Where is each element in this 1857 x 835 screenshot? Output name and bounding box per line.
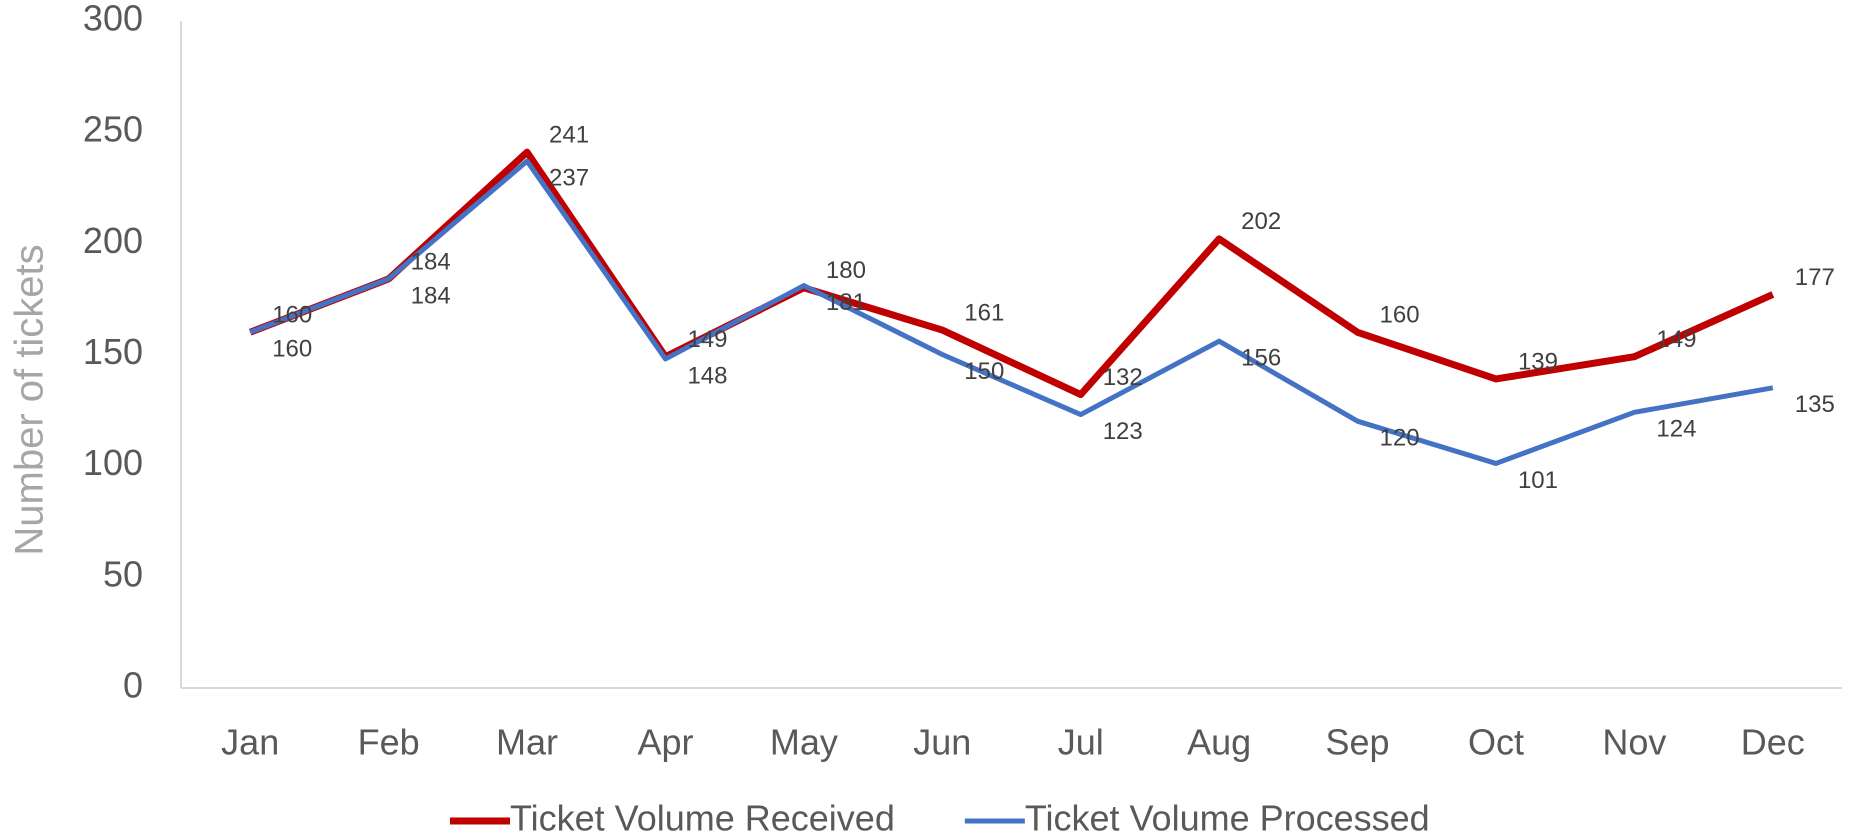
y-tick-label: 300 [83, 0, 143, 39]
data-label: 149 [687, 326, 727, 353]
data-label: 132 [1103, 364, 1143, 391]
x-tick-label: Dec [1741, 722, 1805, 763]
data-label: 184 [411, 282, 451, 309]
y-tick-label: 250 [83, 109, 143, 150]
data-label: 101 [1518, 467, 1558, 494]
data-label: 139 [1518, 348, 1558, 375]
data-label: 150 [964, 358, 1004, 385]
data-label: 149 [1656, 326, 1696, 353]
legend-label: Ticket Volume Processed [1025, 798, 1430, 835]
data-label: 161 [964, 299, 1004, 326]
data-label: 202 [1241, 208, 1281, 235]
y-tick-label: 0 [123, 665, 143, 706]
data-label: 177 [1795, 264, 1835, 291]
data-label: 120 [1380, 425, 1420, 452]
data-label: 123 [1103, 418, 1143, 445]
y-axis-title: Number of tickets [8, 244, 52, 555]
x-tick-label: Nov [1602, 722, 1666, 763]
line-series [248, 148, 1775, 399]
legend-label: Ticket Volume Received [510, 798, 895, 835]
line-series [249, 158, 1774, 466]
y-tick-label: 200 [83, 220, 143, 261]
x-tick-label: Jan [221, 722, 279, 763]
x-tick-label: Aug [1187, 722, 1251, 763]
data-label: 124 [1656, 416, 1696, 443]
data-label: 160 [272, 302, 312, 329]
x-tick-label: Jun [913, 722, 971, 763]
data-label: 181 [826, 289, 866, 316]
data-label: 241 [549, 122, 589, 149]
data-label: 135 [1795, 391, 1835, 418]
data-label: 148 [687, 362, 727, 389]
data-label: 180 [826, 257, 866, 284]
x-tick-label: Oct [1468, 722, 1524, 763]
y-tick-label: 150 [83, 331, 143, 372]
x-tick-label: Sep [1326, 722, 1390, 763]
data-label: 184 [411, 248, 451, 275]
x-tick-label: Mar [496, 722, 558, 763]
data-label: 156 [1241, 345, 1281, 372]
x-tick-label: May [770, 722, 838, 763]
data-label: 160 [272, 336, 312, 363]
data-label: 237 [549, 164, 589, 191]
x-tick-label: Feb [358, 722, 420, 763]
data-label: 160 [1380, 302, 1420, 329]
y-tick-label: 50 [103, 553, 143, 594]
x-tick-label: Apr [637, 722, 693, 763]
x-tick-label: Jul [1058, 722, 1104, 763]
y-tick-label: 100 [83, 442, 143, 483]
